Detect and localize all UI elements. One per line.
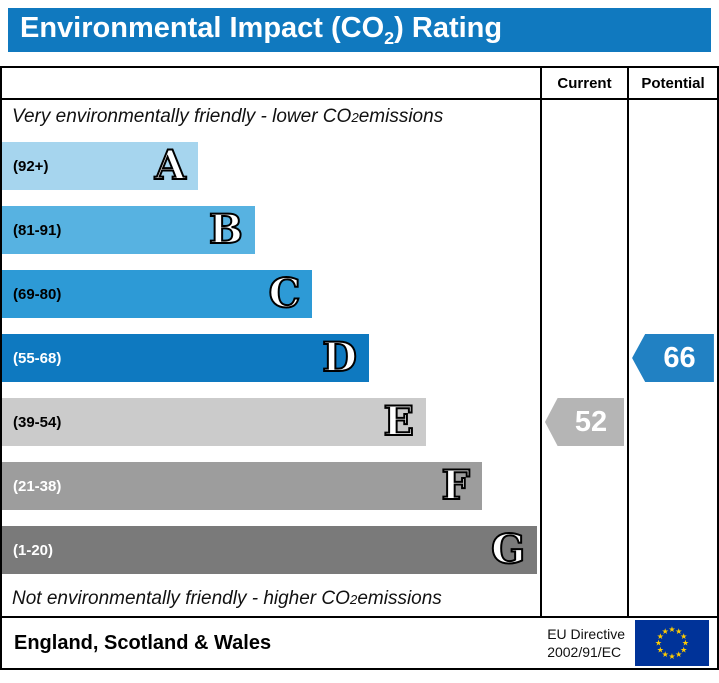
potential-rating-value: 66: [663, 341, 696, 374]
potential-slot-4: [627, 390, 717, 454]
potential-slot-5: [627, 454, 717, 518]
svg-text:★: ★: [662, 627, 669, 636]
band-letter: F: [440, 462, 470, 509]
band-letter: A: [154, 142, 187, 189]
svg-text:★: ★: [675, 650, 682, 659]
band-letter: E: [382, 398, 414, 445]
band-range: (1-20): [13, 541, 54, 559]
svg-text:★: ★: [657, 632, 664, 641]
band-row-b: (81-91) B: [2, 198, 540, 262]
svg-text:★: ★: [655, 639, 662, 648]
potential-slot-0: [627, 134, 717, 198]
potential-pointer: 66: [632, 334, 714, 382]
svg-text:★: ★: [662, 650, 669, 659]
band-bar-c: (69-80) C: [2, 270, 313, 318]
band-range: (39-54): [13, 413, 62, 431]
band-range: (81-91): [13, 221, 62, 239]
svg-text:★: ★: [675, 627, 682, 636]
svg-text:★: ★: [680, 632, 687, 641]
band-range: (92+): [13, 157, 49, 175]
svg-text:★: ★: [668, 652, 675, 661]
current-pointer: 52: [544, 398, 625, 446]
band-letter: C: [268, 270, 302, 317]
current-slot-4: 52: [540, 390, 627, 454]
current-slot-0: [540, 134, 627, 198]
svg-text:★: ★: [682, 639, 689, 648]
band-row-g: (1-20) G: [2, 518, 540, 582]
potential-slot-6: [627, 518, 717, 582]
eu-flag-icon: ★ ★ ★ ★ ★ ★ ★ ★ ★ ★ ★ ★: [635, 620, 709, 666]
bottom-note: Not environmentally friendly - higher CO…: [12, 588, 442, 609]
band-bar-d: (55-68) D: [2, 334, 369, 382]
page-title: Environmental Impact (CO2) Rating: [20, 11, 503, 48]
band-range: (21-38): [13, 477, 62, 495]
current-slot-1: [540, 198, 627, 262]
band-bar-b: (81-91) B: [2, 206, 255, 254]
eu-directive-label: EU Directive 2002/91/EC: [547, 625, 625, 660]
potential-column-header: Potential: [627, 68, 717, 100]
potential-slot-1: [627, 198, 717, 262]
column-spacer-cell: [540, 582, 627, 616]
chart-footer: England, Scotland & Wales EU Directive 2…: [2, 616, 717, 668]
band-row-f: (21-38) F: [2, 454, 540, 518]
potential-slot-2: [627, 262, 717, 326]
band-range: (55-68): [13, 349, 62, 367]
region-label: England, Scotland & Wales: [14, 631, 272, 654]
band-bar-e: (39-54) E: [2, 398, 426, 446]
column-spacer-cell: [627, 100, 717, 134]
current-slot-2: [540, 262, 627, 326]
band-row-d: (55-68) D: [2, 326, 540, 390]
header-spacer-cell: [2, 68, 540, 100]
rating-grid: Current Potential Very environmentally f…: [2, 68, 717, 616]
current-slot-5: [540, 454, 627, 518]
current-rating-value: 52: [574, 405, 608, 438]
band-letter: D: [321, 334, 358, 381]
title-bar: Environmental Impact (CO2) Rating: [8, 8, 711, 52]
current-slot-6: [540, 518, 627, 582]
epc-chart: Current Potential Very environmentally f…: [0, 66, 719, 670]
band-letter: B: [208, 206, 244, 253]
band-row-e: (39-54) E: [2, 390, 540, 454]
top-note: Very environmentally friendly - lower CO…: [12, 106, 444, 127]
band-row-a: (92+) A: [2, 134, 540, 198]
column-spacer-cell: [627, 582, 717, 616]
footer-right-group: EU Directive 2002/91/EC ★ ★ ★ ★ ★ ★ ★ ★ …: [547, 620, 709, 666]
svg-text:★: ★: [680, 645, 687, 654]
band-bar-f: (21-38) F: [2, 462, 482, 510]
potential-slot-3: 66: [627, 326, 717, 390]
svg-text:★: ★: [668, 625, 675, 634]
current-column-header: Current: [540, 68, 627, 100]
column-spacer-cell: [540, 100, 627, 134]
band-row-c: (69-80) C: [2, 262, 540, 326]
band-range: (69-80): [13, 285, 62, 303]
band-letter: G: [490, 526, 526, 573]
svg-text:★: ★: [657, 645, 664, 654]
band-bar-g: (1-20) G: [2, 526, 538, 574]
current-slot-3: [540, 326, 627, 390]
band-bar-a: (92+) A: [2, 142, 198, 190]
